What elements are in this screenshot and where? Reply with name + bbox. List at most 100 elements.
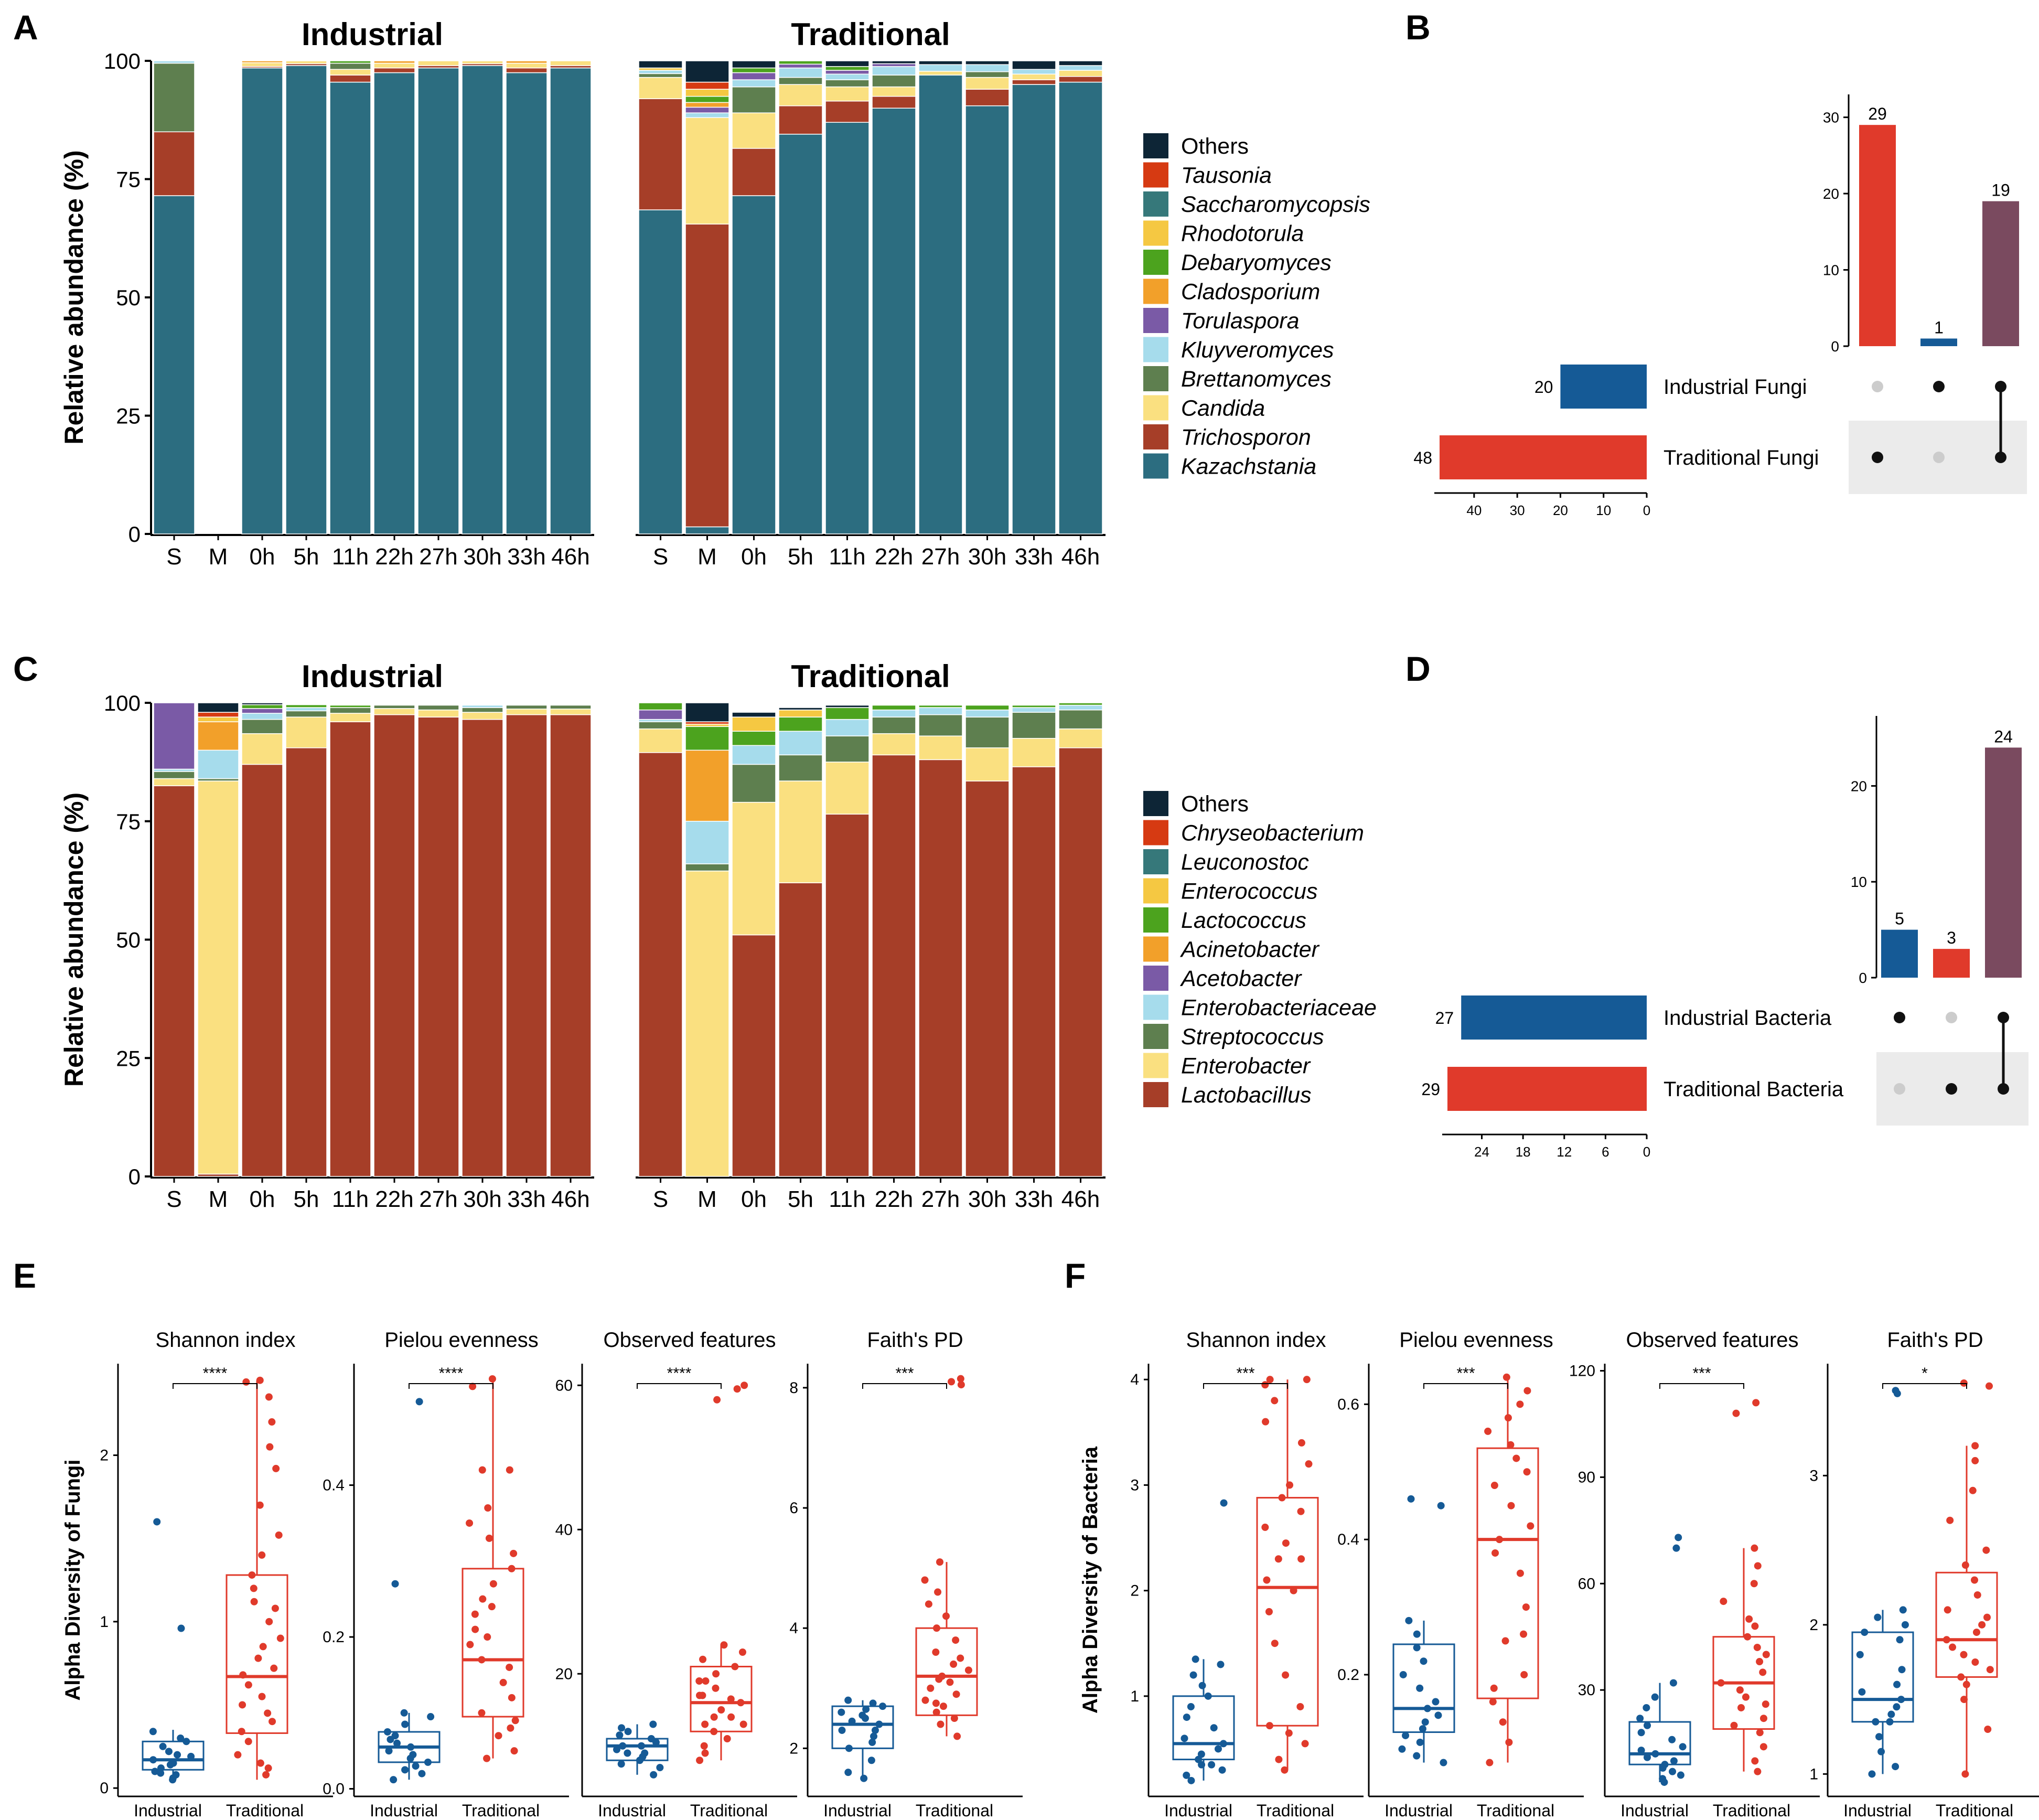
bar-segment-C-industrial-0h-lactococcus: [241, 704, 283, 709]
data-point-F-0-traditional-22: [1303, 1376, 1311, 1384]
data-point-F-0-traditional-12: [1282, 1539, 1290, 1547]
bar-segment-A-traditional-33h-kluyveromyces: [1012, 69, 1056, 75]
bar-segment-A-traditional-S-kluyveromyces: [638, 70, 683, 74]
data-point-E-1-traditional-18: [484, 1504, 492, 1512]
data-point-F-0-traditional-15: [1278, 1494, 1286, 1502]
data-point-F-3-traditional-5: [1986, 1666, 1994, 1674]
bar-segment-C-traditional-33h-lactococcus: [1012, 704, 1056, 708]
y-axis-label-A: Relative abundance (%): [59, 150, 89, 444]
bar-segment-A-traditional-46h-kluyveromyces: [1058, 65, 1103, 71]
y-tick-label-F-3-1: 1: [1809, 1765, 1818, 1783]
data-point-E-3-traditional-5: [921, 1696, 929, 1704]
bar-segment-A-traditional-5h-kluyveromyces: [778, 67, 823, 78]
data-point-F-1-industrial-16: [1437, 1502, 1445, 1509]
data-point-F-3-traditional-21: [1960, 1379, 1968, 1387]
x-tick-label-A-traditional-S: S: [653, 544, 668, 570]
bar-segment-A-industrial-11h-candida: [329, 69, 371, 76]
bar-segment-C-industrial-S-lactobacillus: [153, 785, 195, 1177]
bar-segment-C-traditional-22h-enterobacter: [872, 733, 916, 756]
data-point-E-0-traditional-7: [239, 1701, 246, 1709]
data-point-F-3-traditional-23: [1983, 1613, 1991, 1621]
bar-segment-C-traditional-30h-enterobacteriaceae: [965, 709, 1010, 718]
bar-segment-A-traditional-22h-trichosporon: [872, 95, 916, 109]
data-point-E-1-industrial-12: [401, 1720, 409, 1728]
data-point-F-0-industrial-11: [1187, 1703, 1195, 1710]
data-point-F-2-traditional-0: [1754, 1768, 1762, 1775]
x-tick-label-E-2-traditional: Traditional: [690, 1801, 768, 1820]
data-point-F-0-traditional-7: [1271, 1640, 1279, 1647]
bar-segment-C-industrial-M-acinetobacter: [197, 721, 239, 751]
data-point-F-3-industrial-9: [1893, 1680, 1901, 1688]
y-tick-label-F-1-0.2: 0.2: [1337, 1666, 1359, 1684]
bar-segment-C-traditional-S-streptococcus: [638, 721, 683, 730]
data-point-F-2-industrial-16: [1651, 1693, 1659, 1701]
data-point-E-2-traditional-22: [713, 1396, 721, 1404]
data-point-E-2-traditional-23: [733, 1385, 741, 1393]
data-point-F-0-traditional-8: [1265, 1608, 1273, 1615]
legend-swatch-C-lactococcus: [1143, 907, 1168, 933]
data-point-E-1-traditional-12: [479, 1595, 487, 1603]
bar-segment-A-traditional-5h-candida: [778, 84, 823, 106]
bar-segment-C-traditional-S-enterobacter: [638, 728, 683, 753]
upset-set-tick-label-D-24: 24: [1474, 1144, 1489, 1160]
legend-swatch-A-debaryomyces: [1143, 250, 1168, 275]
legend-swatch-A-kazachstania: [1143, 453, 1168, 479]
data-point-F-3-industrial-3: [1875, 1733, 1883, 1741]
x-tick-label-F-2-traditional: Traditional: [1713, 1801, 1790, 1820]
bar-segment-A-traditional-M-debaryomyces: [685, 95, 729, 103]
data-point-E-3-industrial-14: [844, 1696, 852, 1704]
data-point-E-2-traditional-18: [710, 1713, 718, 1721]
bar-segment-A-traditional-0h-kazachstania: [732, 195, 776, 534]
data-point-F-1-traditional-1: [1505, 1738, 1513, 1746]
sig-bracket-E-0: [173, 1383, 257, 1389]
bar-segment-A-industrial-S-trichosporon: [153, 131, 195, 196]
data-point-E-0-traditional-28: [256, 1376, 264, 1384]
y-tick-label-E-0-1: 1: [100, 1613, 109, 1631]
x-tick-label-A-industrial-S: S: [166, 544, 181, 570]
data-point-F-0-traditional-20: [1271, 1397, 1279, 1405]
bar-segment-A-traditional-11h-debaryomyces: [825, 66, 870, 71]
bar-segment-A-industrial-33h-trichosporon: [506, 67, 548, 73]
upset-set-tick-label-D-18: 18: [1516, 1144, 1531, 1160]
y-axis-label-F: Alpha Diversity of Bacteria: [1079, 1446, 1102, 1714]
bar-segment-C-industrial-22h-enterobacter: [373, 708, 415, 715]
bar-segment-A-traditional-22h-candida: [872, 86, 916, 97]
data-point-F-1-industrial-5: [1421, 1718, 1429, 1726]
upset-matrix-dot-D-0-1: [1894, 1083, 1905, 1095]
upset-set-size-B-0: 20: [1534, 378, 1553, 397]
y-tick-label-A-25: 25: [116, 404, 141, 429]
data-point-F-3-industrial-15: [1874, 1613, 1882, 1621]
data-point-F-2-traditional-17: [1720, 1598, 1727, 1605]
upset-set-tick-label-D-12: 12: [1557, 1144, 1572, 1160]
bar-segment-C-traditional-M-lactococcus: [685, 726, 729, 751]
box-F-3-traditional: [1935, 1571, 1998, 1678]
upset-matrix-dot-B-1-1: [1933, 452, 1945, 463]
data-point-F-3-industrial-6: [1893, 1703, 1901, 1711]
data-point-E-2-traditional-15: [699, 1655, 707, 1663]
data-point-F-0-traditional-5: [1296, 1703, 1304, 1710]
bar-segment-C-traditional-M-enterobacteriaceae: [685, 821, 729, 864]
data-point-E-0-traditional-1: [264, 1764, 272, 1772]
upset-intersection-bar-B-1: [1920, 338, 1957, 346]
data-point-F-3-traditional-22: [1971, 1658, 1979, 1666]
box-F-0-traditional: [1256, 1497, 1319, 1727]
legend-swatch-C-acetobacter: [1143, 966, 1168, 991]
bar-segment-C-industrial-S-streptococcus: [153, 771, 195, 779]
bar-segment-C-traditional-M-others: [685, 702, 729, 722]
bar-segment-C-traditional-0h-others: [732, 712, 776, 718]
data-point-F-2-traditional-21: [1732, 1409, 1740, 1417]
bar-segment-A-traditional-22h-torulaspora: [872, 63, 916, 67]
upset-intersection-value-D-0: 5: [1895, 909, 1904, 928]
bar-segment-A-traditional-30h-kazachstania: [965, 105, 1010, 534]
legend-label-C-acetobacter: Acetobacter: [1179, 966, 1302, 991]
legend-swatch-C-chryseobacterium: [1143, 820, 1168, 845]
legend-label-C-lactobacillus: Lactobacillus: [1181, 1083, 1312, 1108]
data-point-E-2-industrial-2: [617, 1760, 625, 1768]
bar-segment-C-traditional-11h-lactococcus: [825, 707, 870, 720]
legend-swatch-A-candida: [1143, 395, 1168, 421]
x-tick-label-C-traditional-5h: 5h: [788, 1186, 813, 1212]
data-point-F-2-traditional-4: [1730, 1721, 1738, 1729]
data-point-E-3-traditional-0: [953, 1732, 961, 1740]
sig-bracket-E-1: [409, 1383, 493, 1389]
bar-segment-A-traditional-11h-torulaspora: [825, 70, 870, 75]
